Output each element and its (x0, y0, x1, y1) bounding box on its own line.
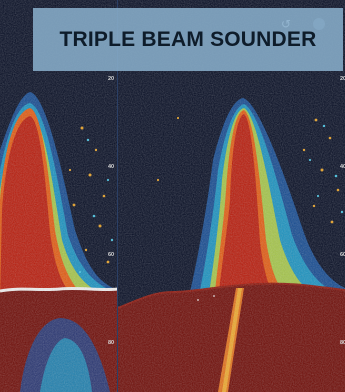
title-banner: TRIPLE BEAM SOUNDER (33, 8, 343, 71)
depth-label-80: 80 (108, 340, 115, 346)
depth-label-80: 80 (340, 340, 345, 346)
depth-label-40: 40 (108, 164, 115, 170)
depth-label-60: 60 (340, 252, 345, 258)
depth-label-40: 40 (340, 164, 345, 170)
depth-label-20: 20 (108, 76, 115, 82)
depth-label-20: 20 (340, 76, 345, 82)
depth-label-60: 60 (108, 252, 115, 258)
page-title: TRIPLE BEAM SOUNDER (59, 27, 317, 51)
